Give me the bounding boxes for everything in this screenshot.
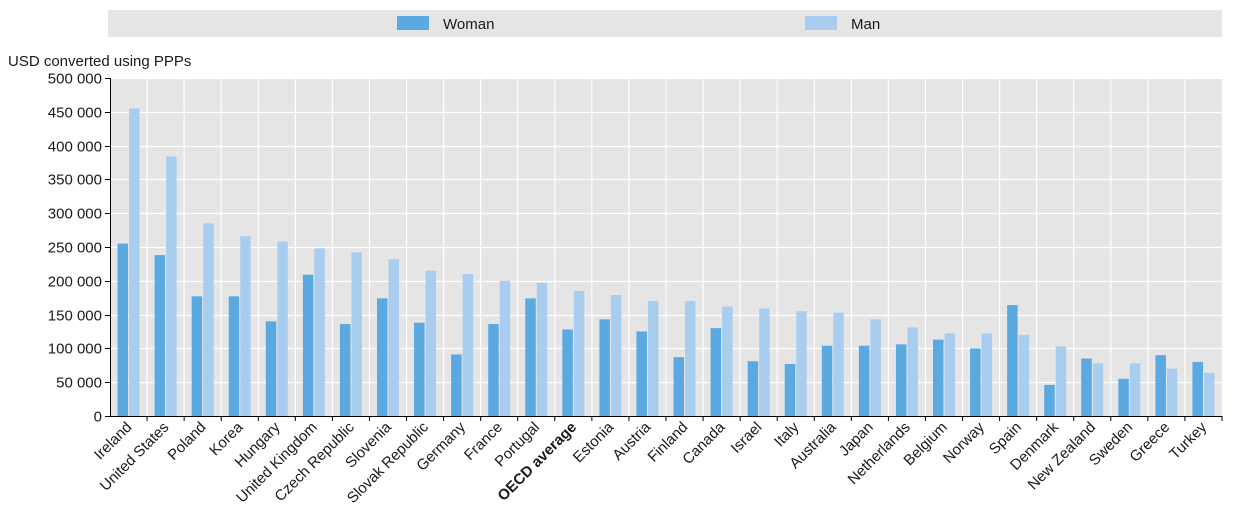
x-tick-label: Israel [728, 419, 766, 457]
bar-woman-ireland [117, 243, 129, 416]
x-tick-label: Turkey [1166, 418, 1210, 462]
bar-woman-sweden [1118, 378, 1129, 416]
x-tick-label: Greece [1126, 419, 1173, 466]
bar-man-austria [647, 301, 659, 416]
bar-man-japan [870, 319, 881, 416]
bar-man-portugal [536, 282, 548, 416]
bar-woman-new-zealand [1081, 358, 1092, 416]
bar-woman-australia [821, 345, 833, 416]
x-tick-label: Norway [940, 418, 988, 466]
y-tick-label: 400 000 [48, 139, 102, 156]
bar-woman-germany [451, 354, 462, 416]
bar-man-australia [833, 312, 844, 416]
bar-woman-united-kingdom [302, 274, 314, 416]
bar-man-hungary [277, 241, 288, 416]
bar-man-czech-republic [351, 252, 362, 416]
bar-woman-slovak-republic [414, 322, 425, 416]
bar-woman-spain [1007, 305, 1018, 416]
bar-man-france [499, 280, 511, 416]
bar-woman-netherlands [895, 344, 907, 416]
legend-label: Man [851, 16, 880, 33]
bar-woman-canada [710, 328, 722, 416]
bar-woman-slovenia [377, 298, 388, 416]
y-tick-label: 200 000 [48, 274, 102, 291]
x-tick-label: Poland [164, 419, 209, 464]
bar-woman-finland [673, 357, 685, 416]
x-tick-label: Estonia [570, 418, 618, 466]
y-tick-label: 250 000 [48, 240, 102, 257]
bar-woman-italy [784, 363, 796, 416]
bar-man-slovenia [388, 259, 399, 416]
legend: Woman Man [397, 16, 880, 33]
legend-swatch [805, 16, 837, 30]
bar-woman-oecd-average [562, 329, 573, 416]
y-tick-label: 350 000 [48, 172, 102, 189]
bar-man-oecd-average [573, 290, 585, 416]
bar-man-turkey [1203, 372, 1215, 416]
legend-swatch [397, 16, 429, 30]
bar-woman-greece [1155, 355, 1166, 416]
bar-man-united-states [166, 156, 177, 416]
y-tick-label: 300 000 [48, 206, 102, 223]
bars [117, 108, 1215, 417]
bar-woman-austria [636, 331, 647, 416]
bar-man-new-zealand [1092, 363, 1104, 416]
bar-man-israel [759, 308, 770, 416]
bar-woman-portugal [525, 298, 536, 416]
bar-man-belgium [944, 333, 955, 416]
bar-man-poland [203, 223, 214, 416]
bar-man-sweden [1129, 363, 1141, 416]
bar-man-canada [722, 306, 733, 416]
bar-woman-israel [747, 361, 759, 416]
bar-man-korea [240, 236, 251, 416]
bar-man-greece [1166, 368, 1178, 416]
y-tick-label: 100 000 [48, 341, 102, 358]
bar-woman-united-states [154, 255, 166, 416]
bar-woman-denmark [1044, 384, 1055, 416]
y-tick-label: 450 000 [48, 105, 102, 122]
bar-woman-hungary [265, 321, 277, 416]
bar-man-united-kingdom [314, 248, 325, 416]
bar-man-norway [981, 333, 993, 416]
y-axis-unit-label: USD converted using PPPs [8, 53, 191, 70]
bar-man-slovak-republic [425, 270, 437, 416]
legend-box [108, 10, 1222, 37]
grid-lines [110, 77, 1222, 416]
y-tick-label: 500 000 [48, 71, 102, 88]
bar-woman-czech-republic [339, 324, 351, 416]
bar-woman-japan [858, 345, 870, 416]
bar-man-ireland [129, 108, 140, 417]
bar-man-italy [796, 311, 807, 416]
bar-woman-belgium [933, 339, 944, 416]
x-tick-label: Italy [771, 418, 803, 450]
y-tick-label: 150 000 [48, 308, 102, 325]
bar-woman-estonia [599, 319, 610, 416]
bar-woman-norway [970, 348, 981, 416]
bar-man-finland [685, 301, 696, 416]
bar-man-spain [1018, 334, 1030, 416]
bar-woman-poland [191, 296, 203, 416]
y-tick-label: 0 [94, 409, 102, 426]
x-tick-label: Canada [679, 418, 729, 468]
bar-man-denmark [1055, 346, 1067, 416]
bar-man-germany [462, 274, 474, 416]
y-axis-ticks: 0 50 000 100 000 150 000 200 000 250 000 300 0… [48, 71, 111, 426]
bar-woman-korea [228, 296, 240, 416]
legend-label: Woman [443, 16, 494, 33]
bar-man-estonia [610, 294, 622, 416]
y-tick-label: 50 000 [56, 375, 102, 392]
bar-man-netherlands [907, 327, 918, 416]
bar-woman-france [488, 324, 499, 416]
bar-woman-turkey [1192, 361, 1203, 416]
